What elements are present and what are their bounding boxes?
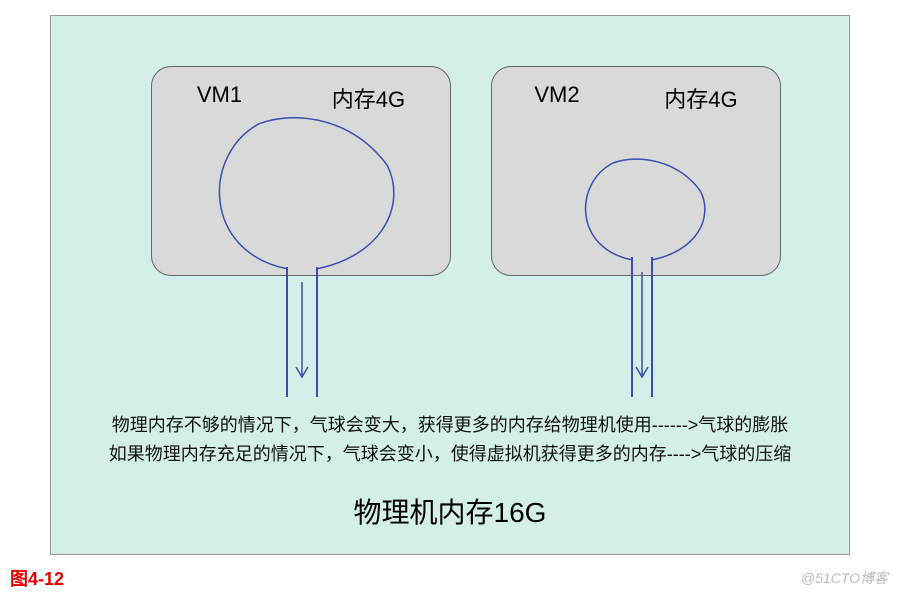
diagram-container: VM1 内存4G VM2 内存4G 物理内存不够的情况下，气球会变大，获得更多的… bbox=[50, 15, 850, 555]
desc-line2: 如果物理内存充足的情况下，气球会变小，使得虚拟机获得更多的内存---->气球的压… bbox=[51, 440, 849, 469]
description-text: 物理内存不够的情况下，气球会变大，获得更多的内存给物理机使用------>气球的… bbox=[51, 411, 849, 469]
figure-label: 图4-12 bbox=[10, 565, 64, 591]
vm1-box: VM1 内存4G bbox=[151, 66, 451, 276]
desc-line1: 物理内存不够的情况下，气球会变大，获得更多的内存给物理机使用------>气球的… bbox=[51, 411, 849, 440]
vm2-balloon-svg bbox=[492, 67, 782, 407]
physical-memory-title: 物理机内存16G bbox=[51, 491, 849, 531]
vm2-box: VM2 内存4G bbox=[491, 66, 781, 276]
vm1-balloon-svg bbox=[152, 67, 452, 407]
watermark: @51CTO博客 bbox=[801, 568, 888, 588]
